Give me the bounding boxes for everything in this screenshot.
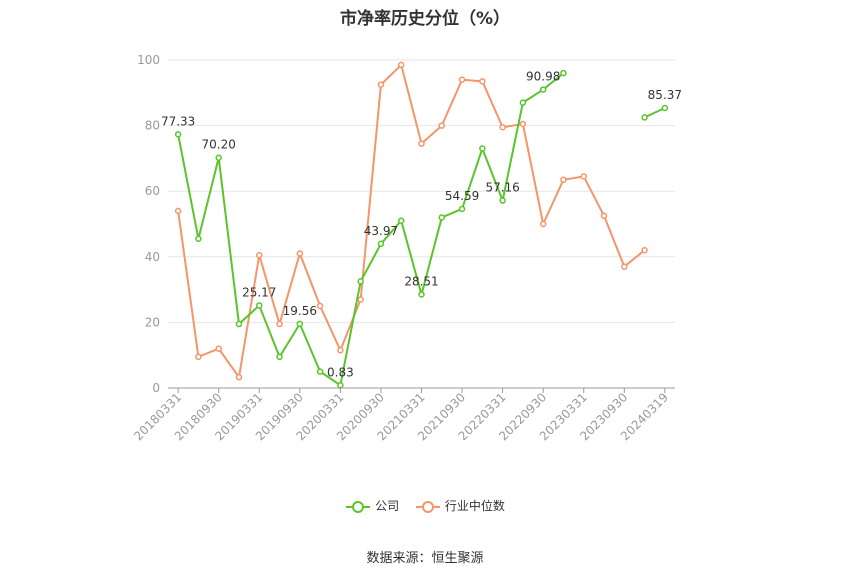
legend-marker-company xyxy=(346,500,371,513)
data-point xyxy=(195,235,202,243)
series-line xyxy=(177,63,646,379)
data-label: 90.98 xyxy=(526,70,560,84)
data-point xyxy=(641,246,648,254)
data-label: 54.59 xyxy=(445,189,479,203)
legend-item-company[interactable]: 公司 xyxy=(345,497,399,514)
series-company xyxy=(174,69,669,389)
data-point xyxy=(458,76,466,83)
data-label: 43.97 xyxy=(364,224,398,238)
chart-title: 市净率历史分位（%） xyxy=(339,9,511,29)
legend-item-industry-median[interactable]: 行业中位数 xyxy=(415,497,505,514)
axis-layer: 0204060801002018033120180930201903312019… xyxy=(131,53,675,443)
data-point xyxy=(499,123,506,131)
data-label: 70.20 xyxy=(202,138,236,152)
data-point xyxy=(215,345,222,352)
data-point xyxy=(316,368,324,375)
data-point xyxy=(296,250,304,257)
data-point xyxy=(296,320,304,328)
data-point xyxy=(195,353,202,361)
data-label: 0.83 xyxy=(327,365,354,379)
data-point xyxy=(438,122,446,129)
data-point xyxy=(560,176,567,183)
data-point xyxy=(357,296,364,303)
data-point xyxy=(438,214,446,221)
data-label-layer: 77.33 70.20 25.17 19.56 0.83 43.97 28.51 54.59 5… xyxy=(161,70,682,380)
data-point xyxy=(215,154,222,161)
data-point xyxy=(235,320,243,328)
data-point xyxy=(539,86,547,93)
data-point xyxy=(499,197,506,204)
data-point xyxy=(418,291,425,298)
data-label: 28.51 xyxy=(404,274,438,288)
series-industry-median xyxy=(174,61,648,381)
data-point xyxy=(600,212,608,220)
series-layer xyxy=(174,61,669,389)
data-point xyxy=(174,131,182,138)
legend-label-company: 公司 xyxy=(375,499,400,513)
data-point xyxy=(174,207,182,215)
data-point xyxy=(479,78,486,85)
data-point xyxy=(621,263,628,270)
data-point xyxy=(377,240,385,248)
data-point xyxy=(458,205,466,213)
data-label: 77.33 xyxy=(161,114,195,128)
data-label: 25.17 xyxy=(242,285,276,299)
data-point xyxy=(276,320,283,328)
data-point xyxy=(256,251,263,259)
legend: 公司 行业中位数 xyxy=(0,497,850,514)
source-note: 数据来源：恒生聚源 xyxy=(366,551,484,566)
data-point xyxy=(256,302,263,309)
y-tick-label: 40 xyxy=(145,250,160,264)
y-tick-label: 60 xyxy=(145,184,160,198)
data-point xyxy=(479,145,486,152)
legend-label-industry-median: 行业中位数 xyxy=(444,499,505,513)
data-label: 57.16 xyxy=(485,181,519,195)
data-point xyxy=(357,278,364,285)
data-point xyxy=(560,69,567,77)
y-tick-label: 0 xyxy=(152,381,160,395)
data-point xyxy=(276,353,283,361)
data-point xyxy=(519,120,527,128)
data-point xyxy=(519,99,527,106)
data-point xyxy=(377,81,385,88)
data-point xyxy=(641,114,648,121)
y-tick-label: 100 xyxy=(137,53,160,67)
data-point xyxy=(418,140,425,147)
data-label: 19.56 xyxy=(283,304,317,318)
data-point xyxy=(397,217,405,224)
data-point xyxy=(580,173,587,180)
series-line xyxy=(177,72,565,387)
series-line xyxy=(644,107,666,119)
legend-marker-industry-median xyxy=(415,500,440,513)
data-point xyxy=(539,220,547,228)
data-point xyxy=(337,382,344,389)
data-point xyxy=(235,373,243,381)
data-point xyxy=(397,61,405,69)
data-point xyxy=(661,104,669,112)
y-tick-label: 80 xyxy=(145,119,160,133)
data-label: 85.37 xyxy=(648,88,682,102)
data-point xyxy=(316,302,324,310)
data-point xyxy=(337,347,344,354)
y-tick-label: 20 xyxy=(145,315,160,329)
